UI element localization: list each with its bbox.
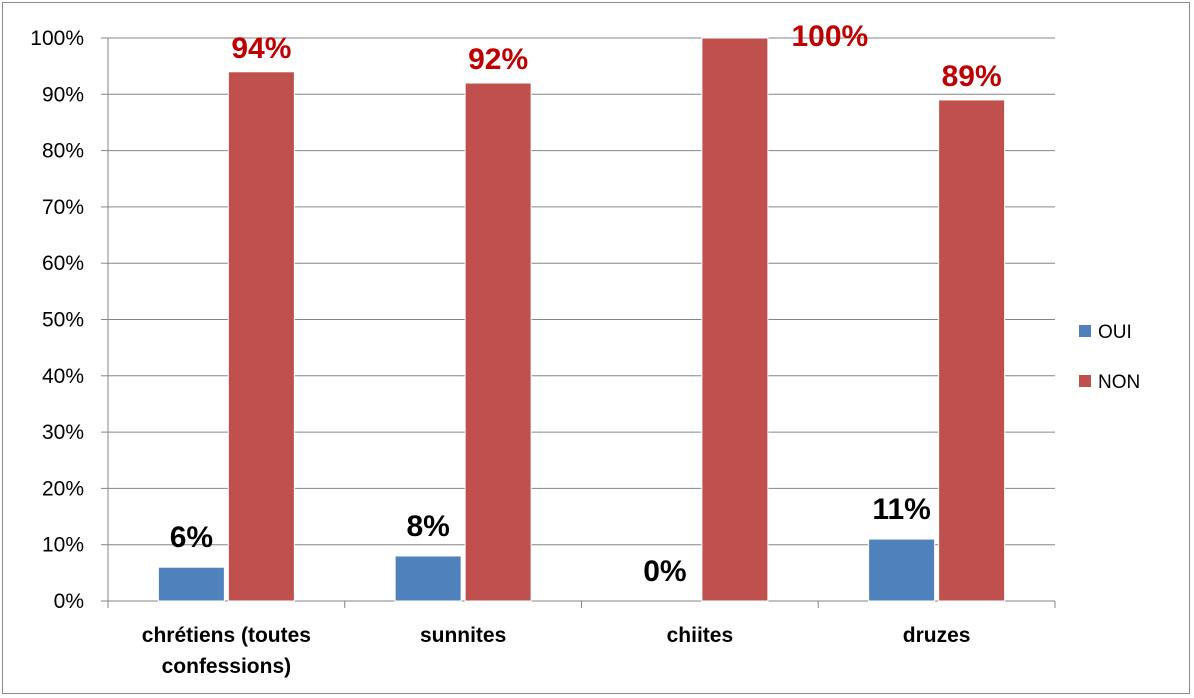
legend-label-non: NON [1098,372,1140,393]
legend-swatch-non [1079,375,1091,387]
y-tick-label: 20% [42,477,84,500]
bar-non [464,82,532,602]
data-label-non: 92% [468,43,528,76]
data-label-non: 100% [792,20,869,53]
y-tick-label: 50% [42,309,84,332]
data-label-oui: 6% [170,521,213,554]
y-tick-label: 100% [30,27,84,50]
y-tick-label: 70% [42,196,84,219]
bar-non [227,71,295,602]
y-tick-label: 90% [42,83,84,106]
category-label: chiites [667,624,734,647]
data-label-non: 89% [942,60,1002,93]
y-tick-label: 0% [54,590,84,613]
legend-label-oui: OUI [1098,322,1132,343]
legend-swatch-oui [1079,325,1091,337]
data-label-non: 94% [231,32,291,65]
bar-oui [157,566,225,602]
bar-non [701,37,769,602]
category-label: confessions) [162,655,292,678]
category-label: sunnites [420,624,506,647]
data-label-oui: 11% [872,493,930,526]
y-tick-label: 80% [42,140,84,163]
y-tick-label: 60% [42,252,84,275]
category-label: chrétiens (toutes [142,624,311,647]
bar-non [938,99,1006,602]
data-label-oui: 8% [406,510,449,543]
y-tick-label: 10% [42,534,84,557]
y-tick-label: 40% [42,365,84,388]
category-label: druzes [903,624,971,647]
bar-oui [394,555,462,602]
data-label-oui: 0% [643,555,686,588]
y-tick-label: 30% [42,421,84,444]
bar-oui [868,538,936,602]
